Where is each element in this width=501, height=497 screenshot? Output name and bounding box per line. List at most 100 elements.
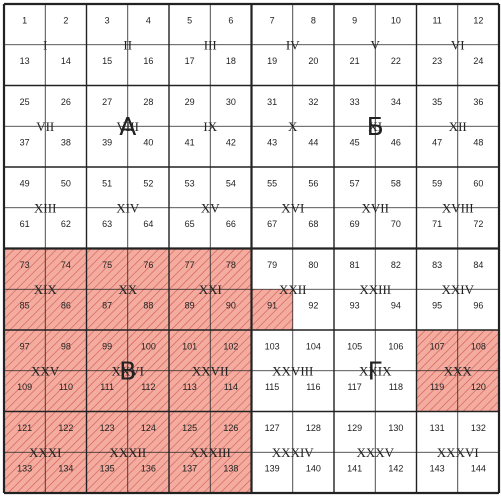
block-label: I bbox=[43, 37, 47, 52]
cell-number: 71 bbox=[432, 219, 442, 229]
block-label: XXVIII bbox=[272, 363, 313, 378]
cell-number: 48 bbox=[473, 138, 483, 148]
cell-number: 139 bbox=[265, 464, 280, 474]
cell-number: 33 bbox=[350, 97, 360, 107]
cell-number: 92 bbox=[308, 301, 318, 311]
highlighted-cell bbox=[457, 330, 499, 371]
cell-number: 10 bbox=[391, 15, 401, 25]
cell-number: 26 bbox=[61, 97, 71, 107]
cell-number: 124 bbox=[141, 423, 156, 433]
cell-number: 15 bbox=[102, 56, 112, 66]
block-label: XI bbox=[368, 119, 382, 134]
block-label: XXI bbox=[199, 282, 222, 297]
cell-number: 41 bbox=[185, 138, 195, 148]
cell-number: 137 bbox=[182, 464, 197, 474]
block-label: XIV bbox=[116, 200, 140, 215]
cell-number: 94 bbox=[391, 301, 401, 311]
cell-number: 24 bbox=[473, 56, 483, 66]
cell-number: 99 bbox=[102, 341, 112, 351]
block-label: XVI bbox=[281, 200, 304, 215]
cell-number: 93 bbox=[350, 301, 360, 311]
cell-number: 85 bbox=[20, 301, 30, 311]
cell-number: 83 bbox=[432, 260, 442, 270]
cell-number: 8 bbox=[311, 15, 316, 25]
cell-number: 31 bbox=[267, 97, 277, 107]
cell-number: 114 bbox=[224, 382, 238, 392]
cell-number: 127 bbox=[265, 423, 280, 433]
block-label: XIX bbox=[34, 282, 58, 297]
highlighted-cell bbox=[251, 289, 293, 330]
cell-number: 60 bbox=[473, 178, 483, 188]
cell-number: 67 bbox=[267, 219, 277, 229]
cell-number: 4 bbox=[146, 15, 151, 25]
cell-number: 63 bbox=[102, 219, 112, 229]
cell-number: 42 bbox=[226, 138, 236, 148]
quadrant-letter: А bbox=[119, 112, 136, 141]
cell-number: 134 bbox=[58, 464, 73, 474]
cell-number: 57 bbox=[350, 178, 360, 188]
cell-number: 51 bbox=[102, 178, 112, 188]
block-label: VI bbox=[451, 37, 465, 52]
cell-number: 100 bbox=[141, 341, 156, 351]
cell-number: 78 bbox=[226, 260, 236, 270]
cell-number: 16 bbox=[143, 56, 153, 66]
cell-number: 52 bbox=[143, 178, 153, 188]
block-label: XXIX bbox=[359, 363, 392, 378]
cell-number: 54 bbox=[226, 178, 236, 188]
cell-number: 108 bbox=[471, 341, 486, 351]
cell-number: 75 bbox=[102, 260, 112, 270]
cell-number: 90 bbox=[226, 301, 236, 311]
cell-number: 129 bbox=[347, 423, 362, 433]
cell-number: 95 bbox=[432, 301, 442, 311]
block-label: XXVI bbox=[112, 363, 145, 378]
cell-number: 86 bbox=[61, 301, 71, 311]
cell-number: 82 bbox=[391, 260, 401, 270]
cell-number: 36 bbox=[473, 97, 483, 107]
cell-number: 34 bbox=[391, 97, 401, 107]
cell-number: 130 bbox=[388, 423, 403, 433]
highlighted-cell bbox=[416, 370, 458, 412]
quadrant-letter: Г bbox=[368, 356, 383, 385]
cell-number: 120 bbox=[471, 382, 486, 392]
cell-number: 9 bbox=[352, 15, 357, 25]
block-label: XXII bbox=[279, 282, 306, 297]
cell-number: 87 bbox=[102, 301, 112, 311]
block-label: IX bbox=[203, 119, 217, 134]
cell-number: 25 bbox=[20, 97, 30, 107]
cell-number: 62 bbox=[61, 219, 71, 229]
cell-number: 77 bbox=[185, 260, 195, 270]
cell-number: 49 bbox=[20, 178, 30, 188]
cell-number: 14 bbox=[61, 56, 71, 66]
cell-number: 80 bbox=[308, 260, 318, 270]
cell-number: 106 bbox=[388, 341, 403, 351]
block-label: XXXI bbox=[29, 445, 62, 460]
cell-number: 76 bbox=[143, 260, 153, 270]
block-label: XXXIII bbox=[190, 445, 231, 460]
cell-number: 111 bbox=[100, 382, 114, 392]
cell-number: 19 bbox=[267, 56, 277, 66]
block-label: XXV bbox=[31, 363, 60, 378]
cell-number: 12 bbox=[473, 15, 483, 25]
cell-number: 58 bbox=[391, 178, 401, 188]
block-label: XV bbox=[201, 200, 220, 215]
cell-number: 13 bbox=[20, 56, 30, 66]
block-label: VIII bbox=[117, 119, 139, 134]
cell-number: 102 bbox=[223, 341, 238, 351]
quadrant-letter: Б bbox=[367, 112, 384, 141]
block-label: II bbox=[123, 37, 132, 52]
cell-number: 110 bbox=[59, 382, 73, 392]
cell-number: 113 bbox=[182, 382, 196, 392]
cell-number: 38 bbox=[61, 138, 71, 148]
block-label: XVII bbox=[362, 200, 389, 215]
block-label: XXX bbox=[444, 363, 473, 378]
cell-number: 28 bbox=[143, 97, 153, 107]
cell-number: 144 bbox=[471, 464, 486, 474]
cell-number: 46 bbox=[391, 138, 401, 148]
cell-number: 21 bbox=[350, 56, 360, 66]
block-label: XVIII bbox=[442, 200, 474, 215]
cell-number: 32 bbox=[308, 97, 318, 107]
cell-number: 23 bbox=[432, 56, 442, 66]
block-label: XXIV bbox=[442, 282, 475, 297]
